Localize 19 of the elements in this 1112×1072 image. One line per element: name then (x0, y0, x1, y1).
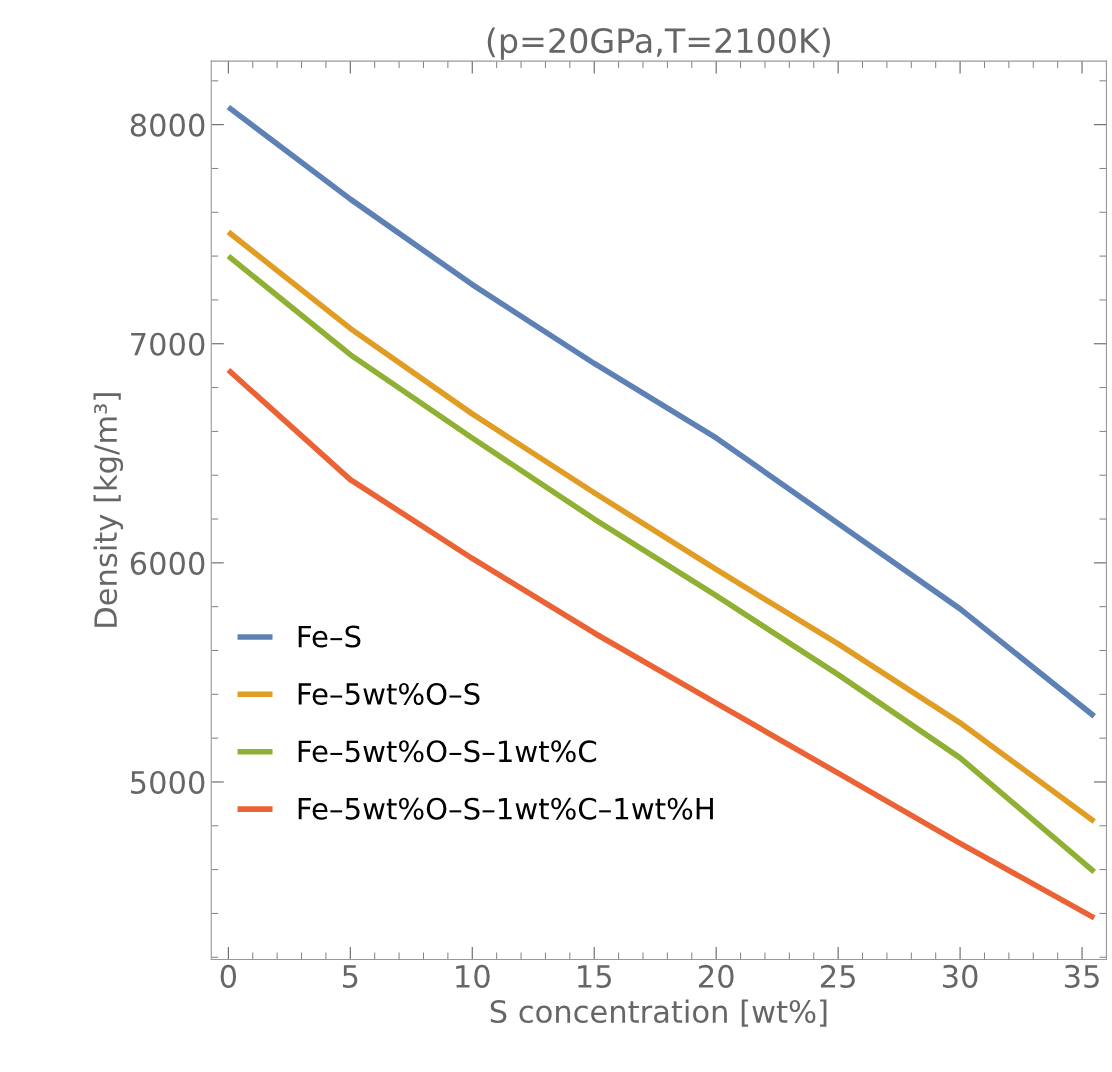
legend-label: Fe–5wt%O–S (298, 682, 480, 705)
chart-title: (p=20GPa,T=2100K) (487, 27, 830, 60)
x-tick-label: 5 (342, 965, 358, 988)
x-tick-label: 30 (942, 964, 978, 988)
x-tick-label: 35 (1064, 964, 1099, 988)
x-tick-label: 15 (578, 965, 611, 988)
legend-label: Fe–S (298, 625, 361, 648)
y-axis-title: Density [kg/m³] (93, 393, 124, 627)
y-tick-label: 6000 (130, 551, 205, 575)
x-tick-label: 25 (820, 964, 855, 988)
x-tick-label: 0 (220, 964, 237, 988)
x-tick-label: 10 (456, 964, 490, 988)
x-tick-label: 20 (698, 964, 734, 988)
y-tick-label: 5000 (131, 770, 205, 795)
legend-label: Fe–5wt%O–S–1wt%C (298, 740, 597, 763)
y-tick-label: 8000 (130, 113, 205, 137)
x-axis-title: S concentration [wt%] (490, 999, 827, 1027)
y-tick-label: 7000 (131, 332, 205, 356)
legend-label: Fe–5wt%O–S–1wt%C–1wt%H (298, 797, 713, 820)
